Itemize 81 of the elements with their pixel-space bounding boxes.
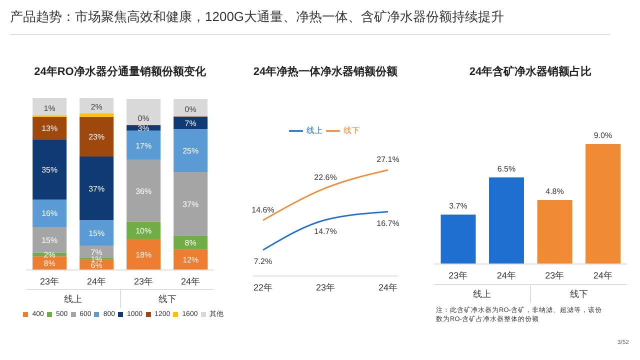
text: 线上 [62, 293, 83, 306]
data-label: 37% [182, 200, 199, 209]
data-label: 13% [42, 124, 58, 134]
data-label: 8% [44, 259, 56, 268]
data-label: 8% [184, 238, 196, 248]
bar [32, 116, 67, 140]
bar [80, 116, 114, 156]
text: 线下 [120, 290, 214, 308]
x-tick-label: 24年 [496, 270, 516, 280]
text: 线上 [472, 288, 492, 301]
bar [126, 99, 161, 125]
data-label: 16% [42, 209, 58, 218]
x-tick-label: 23年 [40, 276, 60, 286]
bar [32, 227, 67, 253]
data-label: 35% [42, 165, 58, 174]
data-label: 36% [136, 186, 152, 196]
x-tick-label: 24年 [593, 270, 612, 280]
bar [80, 113, 114, 117]
x-tick-label: 24年 [378, 282, 398, 292]
data-label: 15% [88, 229, 105, 238]
text: 线下 [530, 285, 627, 303]
bar [174, 172, 208, 236]
bar [537, 200, 572, 264]
data-label: 6% [90, 260, 102, 270]
bar [32, 139, 67, 200]
bar [32, 199, 67, 227]
x-tick-label: 23年 [134, 276, 154, 286]
data-label: 9.0% [594, 131, 612, 140]
data-label: 17% [136, 141, 152, 150]
bar [80, 220, 114, 246]
chart-title: 24年净热一体净水器销额份额 [252, 64, 399, 79]
data-label: 25% [182, 146, 199, 156]
chart-subtitle: 24年RO净水器分通量销额份额变化 [33, 64, 207, 79]
bar [80, 98, 114, 114]
x-tick-label: 23年 [316, 282, 336, 292]
data-label: 2% [90, 102, 102, 112]
data-label: 10% [136, 226, 152, 236]
data-label: 12% [182, 256, 199, 265]
bar [80, 246, 114, 258]
bar [126, 160, 161, 222]
legend-label: 线下 [344, 126, 360, 136]
data-label: 7% [184, 118, 196, 128]
legend-label: 线上 [306, 126, 322, 136]
chart-title: 24年含矿净水器销额占比 [468, 64, 593, 79]
data-label: 0% [184, 105, 196, 114]
x-tick-label: 24年 [180, 276, 200, 286]
data-label: 14.7% [314, 226, 337, 236]
data-label: 1% [44, 104, 56, 114]
data-label: 3% [138, 124, 150, 134]
bar [174, 99, 208, 116]
bar [489, 177, 524, 264]
bar [174, 249, 208, 270]
bar [126, 222, 161, 240]
x-tick-label: 24年 [86, 276, 106, 286]
bar [126, 130, 161, 160]
data-label: 0% [138, 114, 150, 123]
data-label: 6.5% [497, 164, 516, 174]
data-label: 3.7% [449, 202, 468, 211]
bar [126, 239, 161, 270]
bar [174, 128, 208, 172]
data-label: 4.8% [546, 187, 564, 196]
data-label: 14.6% [252, 205, 274, 214]
x-tick-label: 22年 [253, 282, 273, 292]
data-label: 37% [88, 184, 105, 194]
data-label: 27.1% [376, 155, 400, 164]
data-label: 23% [88, 132, 105, 142]
data-label: 18% [136, 250, 152, 260]
text: 产品趋势：市场聚焦高效和健康，1200G大通量、净热一体、含矿净水器份额持续提升 [10, 8, 504, 26]
bar [174, 236, 208, 250]
data-label: 7.2% [254, 257, 272, 266]
bar [32, 98, 67, 116]
bar [440, 214, 476, 264]
data-label: 16.7% [376, 218, 400, 228]
data-label: 15% [42, 236, 58, 245]
bar [174, 116, 208, 129]
data-label: 22.6% [314, 173, 337, 182]
bar [80, 156, 114, 220]
bar [586, 144, 621, 264]
data-label: 7% [90, 248, 102, 257]
x-tick-label: 23年 [545, 270, 564, 280]
x-tick-label: 23年 [448, 270, 468, 280]
